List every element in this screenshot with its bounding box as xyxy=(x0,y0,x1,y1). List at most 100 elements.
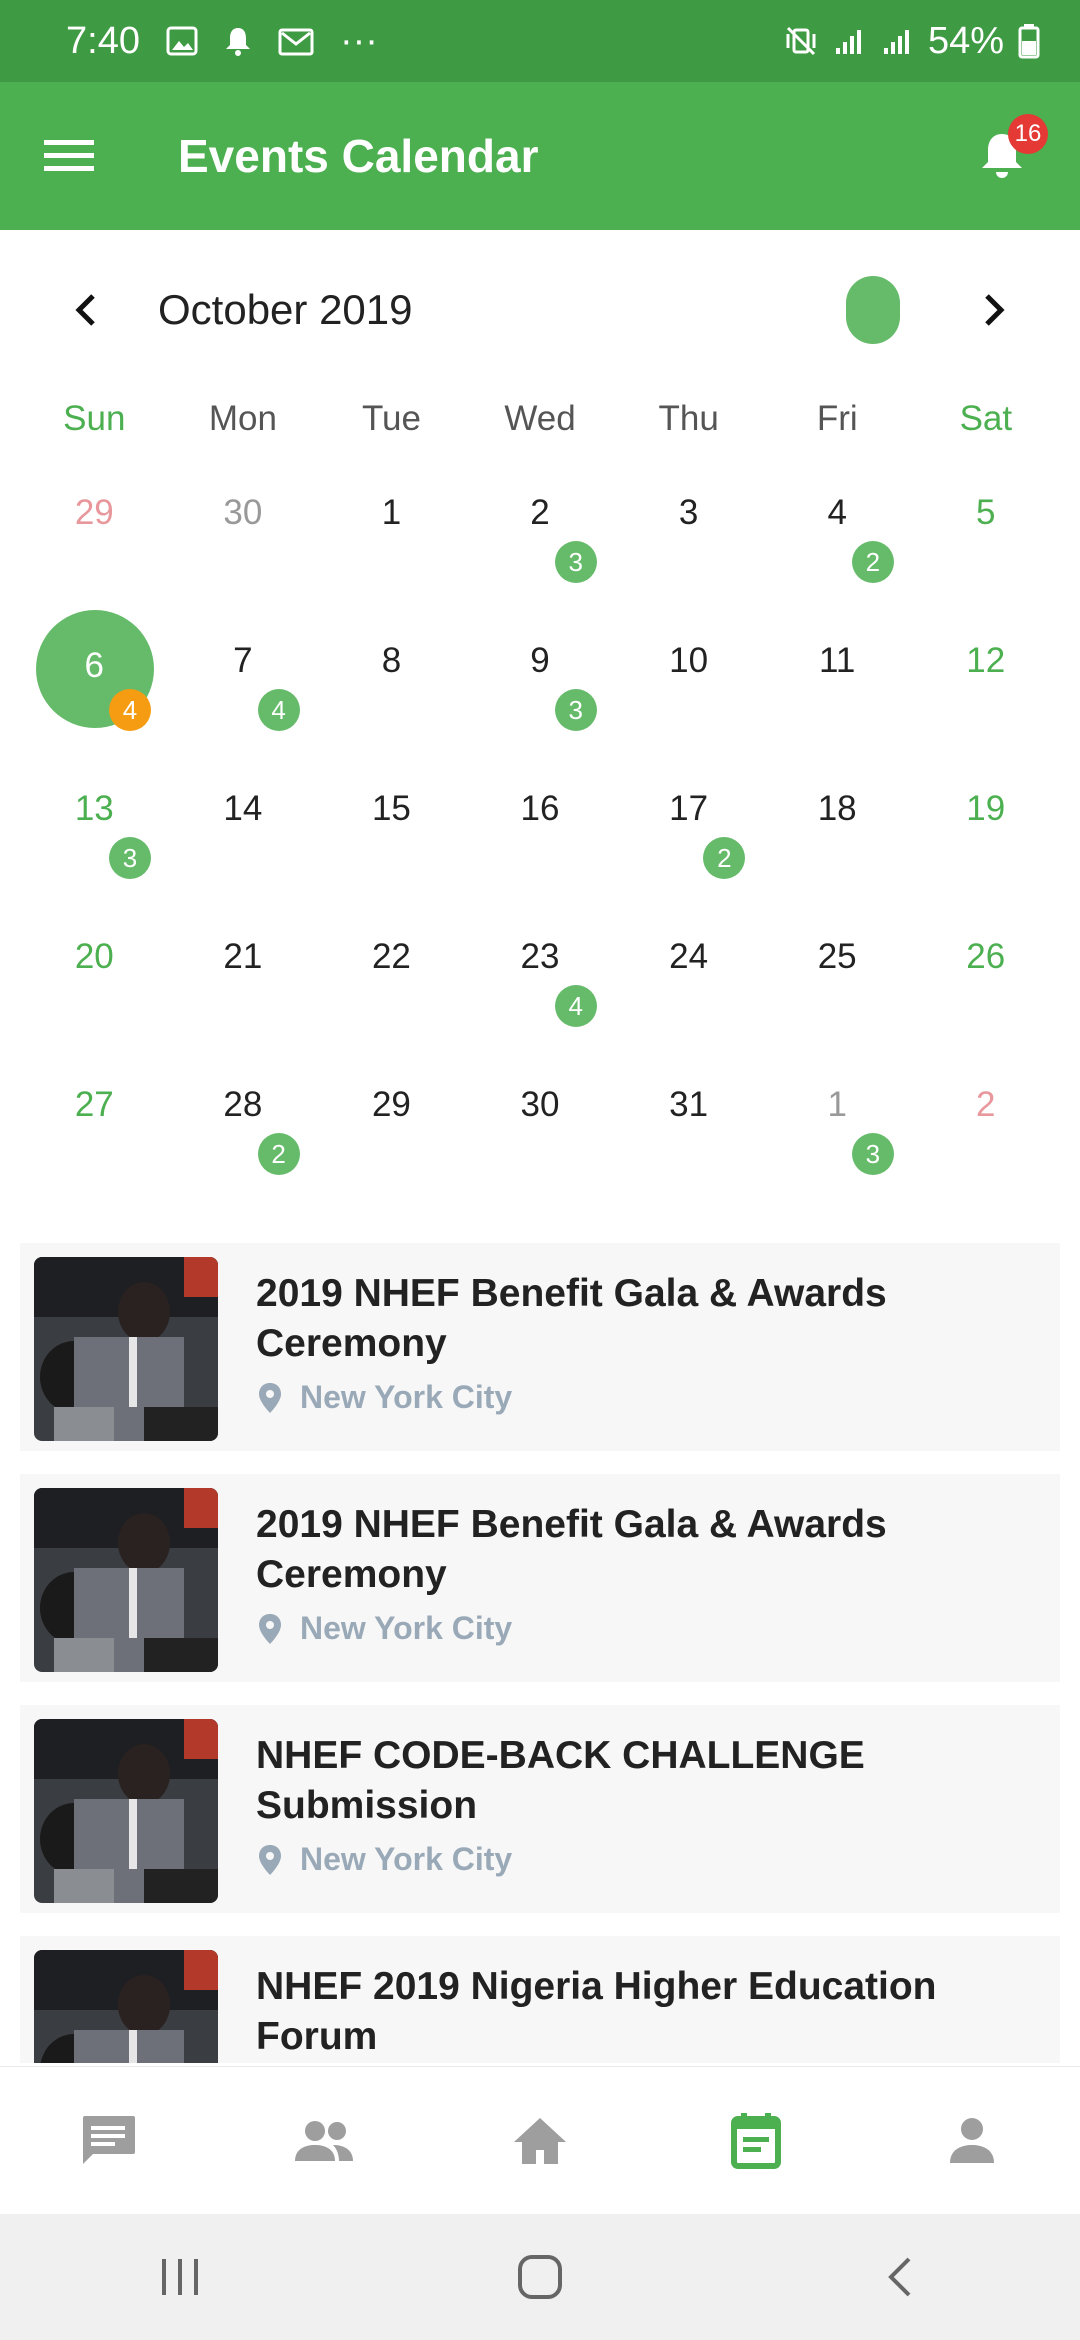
calendar-day[interactable]: 28 2 xyxy=(169,1057,318,1205)
day-number: 13 xyxy=(74,789,114,828)
event-card[interactable]: NHEF CODE-BACK CHALLENGE Submission New … xyxy=(20,1705,1060,1913)
event-count-badge: 4 xyxy=(257,689,300,731)
calendar-day[interactable]: 11 xyxy=(763,613,912,761)
calendar-day[interactable]: 3 xyxy=(614,465,763,613)
view-toggle-indicator[interactable] xyxy=(846,276,900,344)
notifications-button[interactable]: 16 xyxy=(954,108,1050,204)
day-number: 31 xyxy=(669,1085,709,1124)
event-title: NHEF 2019 Nigeria Higher Education Forum xyxy=(256,1965,937,2058)
day-number: 16 xyxy=(520,789,560,828)
calendar-day[interactable]: 30 xyxy=(169,465,318,613)
event-count-badge: 3 xyxy=(554,541,597,583)
day-number: 29 xyxy=(371,1085,411,1124)
chevron-right-icon xyxy=(985,294,1005,326)
calendar-day[interactable]: 29 xyxy=(20,465,169,613)
nav-chat[interactable] xyxy=(0,2067,216,2214)
hamburger-menu-icon xyxy=(44,140,94,171)
calendar-day[interactable]: 19 xyxy=(911,761,1060,909)
back-icon xyxy=(888,2257,911,2297)
calendar-day[interactable]: 2 xyxy=(911,1057,1060,1205)
gallery-icon xyxy=(166,26,198,56)
day-number: 29 xyxy=(74,493,114,532)
calendar-day[interactable]: 13 3 xyxy=(20,761,169,909)
calendar-day[interactable]: 26 xyxy=(911,909,1060,1057)
calendar-day[interactable]: 18 xyxy=(763,761,912,909)
status-time: 7:40 xyxy=(66,19,140,62)
chat-icon xyxy=(83,2115,135,2164)
calendar-day[interactable]: 24 xyxy=(614,909,763,1057)
calendar-day[interactable]: 29 xyxy=(317,1057,466,1205)
nav-calendar[interactable] xyxy=(648,2067,864,2214)
location-pin-icon xyxy=(259,1844,281,1875)
event-location: New York City xyxy=(256,1610,1016,1647)
recent-apps-button[interactable] xyxy=(0,2214,360,2340)
event-card[interactable]: NHEF 2019 Nigeria Higher Education Forum xyxy=(20,1936,1060,2063)
recent-apps-icon xyxy=(162,2259,198,2295)
calendar-week-row: 29 30 1 2 3 3 4 2 5 xyxy=(20,465,1060,613)
day-number: 28 xyxy=(223,1085,263,1124)
menu-button[interactable] xyxy=(0,82,144,230)
calendar-day[interactable]: 17 2 xyxy=(614,761,763,909)
event-count-badge: 4 xyxy=(554,985,597,1027)
calendar-day[interactable]: 1 xyxy=(317,465,466,613)
day-number: 1 xyxy=(381,493,402,532)
day-number: 6 xyxy=(84,646,105,685)
back-system-button[interactable] xyxy=(720,2214,1080,2340)
calendar-day[interactable]: 23 4 xyxy=(466,909,615,1057)
nav-home[interactable] xyxy=(432,2067,648,2214)
day-number: 20 xyxy=(74,937,114,976)
calendar-day[interactable]: 12 xyxy=(911,613,1060,761)
calendar-day[interactable]: 10 xyxy=(614,613,763,761)
month-navigation: October 2019 xyxy=(0,250,1080,370)
nav-people[interactable] xyxy=(216,2067,432,2214)
calendar-day[interactable]: 8 xyxy=(317,613,466,761)
location-pin-icon xyxy=(259,1382,281,1413)
calendar-week-row: 20 21 22 23 4 24 25 26 xyxy=(20,909,1060,1057)
event-count-badge: 3 xyxy=(851,1133,894,1175)
day-number: 30 xyxy=(520,1085,560,1124)
status-bar: 7:40 ··· 54% xyxy=(0,0,1080,82)
calendar-day[interactable]: 22 xyxy=(317,909,466,1057)
day-number: 11 xyxy=(819,641,856,680)
calendar-day[interactable]: 16 xyxy=(466,761,615,909)
event-card[interactable]: 2019 NHEF Benefit Gala & Awards Ceremony… xyxy=(20,1243,1060,1451)
battery-icon xyxy=(1018,24,1040,59)
calendar-day[interactable]: 15 xyxy=(317,761,466,909)
calendar-day[interactable]: 27 xyxy=(20,1057,169,1205)
weekday-header: Sun Mon Tue Wed Thu Fri Sat xyxy=(0,385,1080,453)
calendar-day[interactable]: 14 xyxy=(169,761,318,909)
weekday-label: Thu xyxy=(658,399,719,438)
weekday-label: Sat xyxy=(959,399,1013,438)
event-count-badge: 3 xyxy=(554,689,597,731)
home-system-button[interactable] xyxy=(360,2214,720,2340)
person-icon xyxy=(950,2117,994,2163)
calendar-week-row: 6 4 7 4 8 9 3 10 11 12 xyxy=(20,610,1060,761)
weekday-label: Wed xyxy=(504,399,576,438)
event-location-text: New York City xyxy=(300,1841,513,1877)
previous-month-button[interactable] xyxy=(40,265,130,355)
calendar-day[interactable]: 25 xyxy=(763,909,912,1057)
next-month-button[interactable] xyxy=(950,265,1040,355)
calendar-day[interactable]: 31 xyxy=(614,1057,763,1205)
calendar-day[interactable]: 5 xyxy=(911,465,1060,613)
event-location: New York City xyxy=(256,1841,1016,1878)
mute-vibrate-icon xyxy=(786,26,816,56)
day-number: 25 xyxy=(817,937,857,976)
calendar-day[interactable]: 21 xyxy=(169,909,318,1057)
event-card[interactable]: 2019 NHEF Benefit Gala & Awards Ceremony… xyxy=(20,1474,1060,1682)
calendar-day[interactable]: 30 xyxy=(466,1057,615,1205)
chevron-left-icon xyxy=(75,294,95,326)
nav-profile[interactable] xyxy=(864,2067,1080,2214)
day-number: 22 xyxy=(371,937,411,976)
day-number: 15 xyxy=(371,789,411,828)
day-number: 18 xyxy=(817,789,857,828)
calendar-day[interactable]: 20 xyxy=(20,909,169,1057)
event-count-badge: 4 xyxy=(109,689,151,731)
day-number: 9 xyxy=(530,641,550,680)
